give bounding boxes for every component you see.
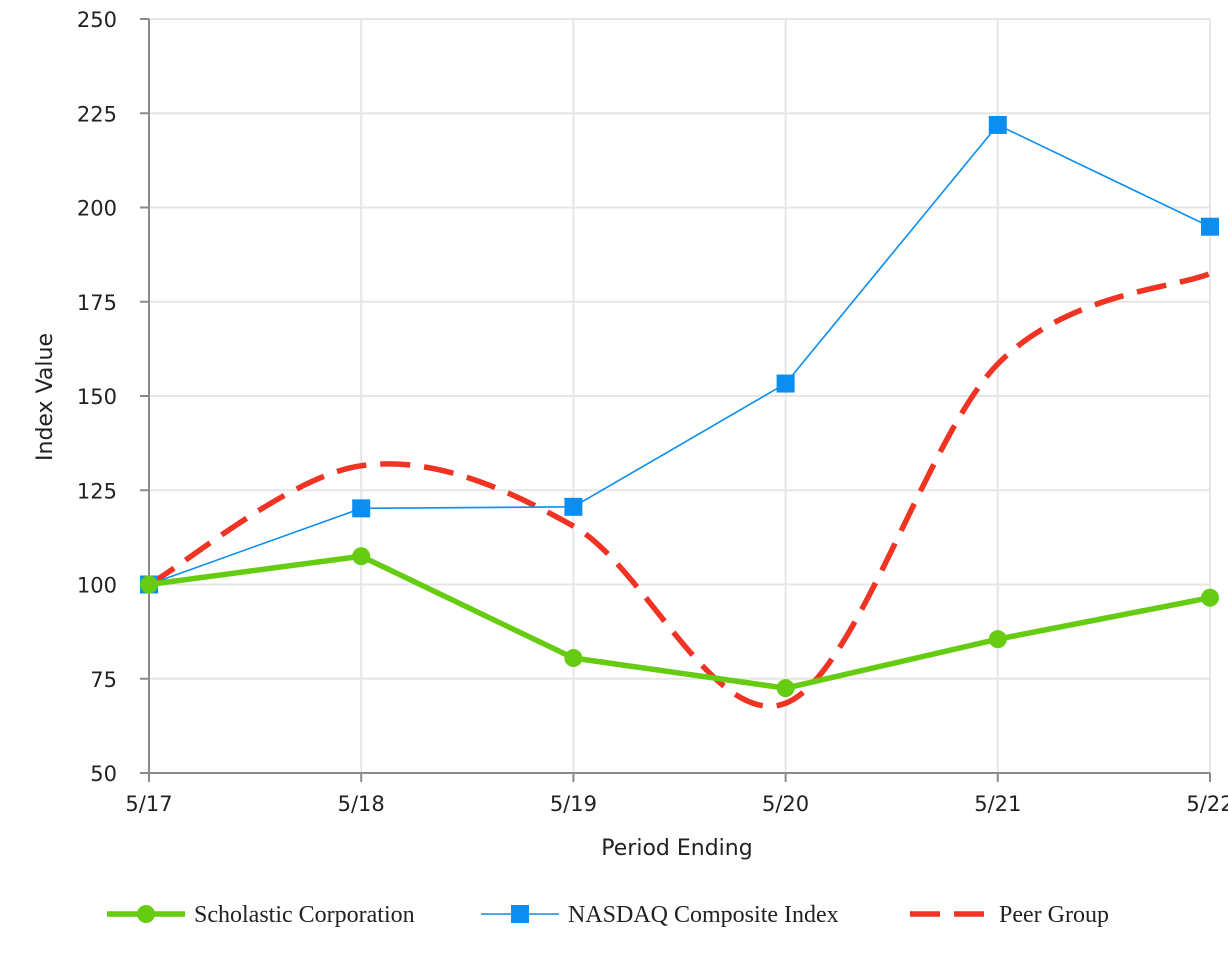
data-point-scholastic-corporation bbox=[988, 630, 1007, 649]
data-point-scholastic-corporation bbox=[1201, 588, 1219, 607]
y-tick-label: 225 bbox=[77, 102, 117, 126]
series-line-peer-group bbox=[147, 270, 1212, 709]
data-point-scholastic-corporation bbox=[140, 575, 158, 594]
data-point-nasdaq-composite-index bbox=[1201, 217, 1219, 236]
y-tick-label: 200 bbox=[77, 197, 117, 221]
x-axis-ticks: 5/17 5/18 5/19 5/20 5/21 5/22 bbox=[125, 773, 1228, 816]
x-tick-label: 5/17 bbox=[125, 792, 172, 816]
y-tick-label: 175 bbox=[77, 291, 117, 315]
series-line-nasdaq-composite-index bbox=[148, 124, 1211, 586]
y-axis-ticks: 50 75 100 125 150 175 200 225 250 bbox=[77, 8, 149, 786]
y-tick-label: 100 bbox=[77, 574, 117, 598]
data-point-nasdaq-composite-index bbox=[564, 497, 583, 516]
series-layer bbox=[140, 115, 1219, 709]
series-line-scholastic-corporation bbox=[148, 553, 1211, 691]
legend-label-nasdaq-composite-index: NASDAQ Composite Index bbox=[568, 902, 839, 928]
legend-label-scholastic-corporation: Scholastic Corporation bbox=[194, 902, 415, 928]
y-axis-title: Index Value bbox=[33, 333, 58, 461]
x-tick-label: 5/22 bbox=[1186, 792, 1228, 816]
y-tick-label: 250 bbox=[77, 8, 117, 32]
data-point-scholastic-corporation bbox=[564, 649, 583, 668]
x-tick-label: 5/21 bbox=[974, 792, 1021, 816]
y-tick-label: 150 bbox=[77, 385, 117, 409]
data-point-scholastic-corporation bbox=[352, 547, 371, 566]
data-point-scholastic-corporation bbox=[776, 679, 795, 698]
x-tick-label: 5/20 bbox=[762, 792, 809, 816]
x-tick-label: 5/18 bbox=[338, 792, 385, 816]
data-point-nasdaq-composite-index bbox=[352, 499, 371, 518]
legend-marker-scholastic-corporation bbox=[137, 905, 155, 923]
data-point-nasdaq-composite-index bbox=[988, 115, 1007, 134]
legend: Scholastic Corporation NASDAQ Composite I… bbox=[107, 902, 1109, 928]
y-tick-label: 125 bbox=[77, 479, 117, 503]
legend-label-peer-group: Peer Group bbox=[999, 902, 1109, 928]
legend-marker-nasdaq-composite-index bbox=[511, 905, 529, 923]
y-tick-label: 75 bbox=[90, 668, 117, 692]
x-axis-title: Period Ending bbox=[601, 836, 752, 861]
y-tick-label: 50 bbox=[90, 762, 117, 786]
x-tick-label: 5/19 bbox=[550, 792, 597, 816]
grid-lines bbox=[149, 18, 1211, 773]
data-point-nasdaq-composite-index bbox=[776, 374, 795, 393]
